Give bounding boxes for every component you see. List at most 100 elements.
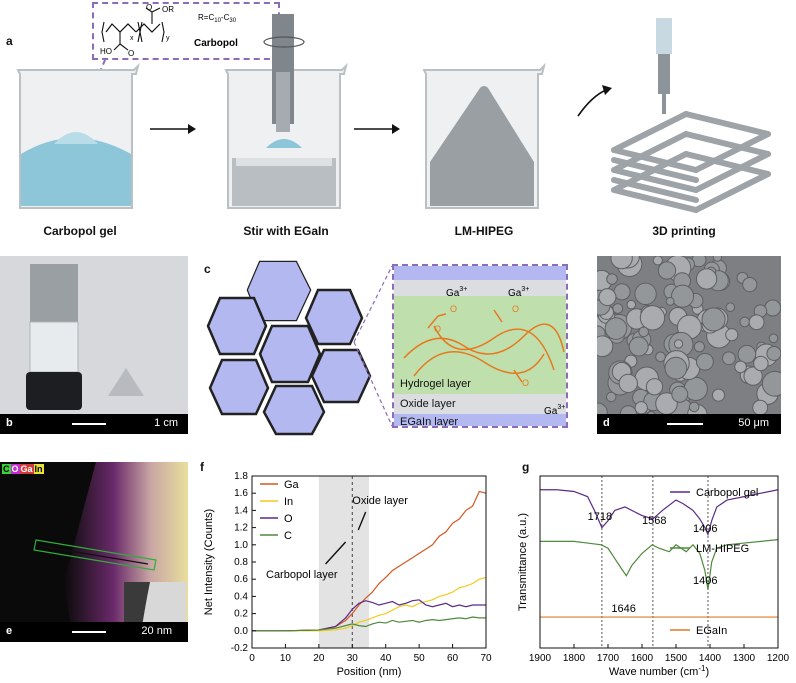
sem-particle bbox=[737, 344, 757, 364]
x-axis-label: Position (nm) bbox=[337, 666, 402, 678]
x-subscript: x bbox=[130, 35, 134, 42]
sem-particle bbox=[712, 256, 723, 262]
x-tick-label: 20 bbox=[313, 653, 325, 664]
panel-d-sem: d 50 μm bbox=[597, 256, 781, 434]
sem-particle bbox=[665, 296, 675, 306]
interface-zoom-box: Ga3+ Ga3+ Ga3+ O O O O Hydrogel layer Ox… bbox=[392, 264, 568, 428]
x-tick-label: 70 bbox=[480, 653, 492, 664]
carbopol-name: Carbopol bbox=[194, 38, 238, 49]
x-tick-label: 1700 bbox=[597, 653, 620, 664]
caption-carbopol-gel: Carbopol gel bbox=[43, 224, 117, 238]
beaker-lm-hipeg bbox=[422, 62, 546, 209]
x-tick-label: 1500 bbox=[665, 653, 688, 664]
sem-particle bbox=[764, 299, 781, 317]
beaker-stir-egain bbox=[224, 14, 348, 209]
series-line-c bbox=[252, 616, 486, 632]
x-tick-label: 1400 bbox=[699, 653, 722, 664]
sem-particle bbox=[722, 351, 736, 366]
sem-particle bbox=[701, 307, 726, 332]
oxide-arrow bbox=[357, 511, 367, 531]
eds-legend: C O Ga In bbox=[2, 464, 44, 474]
sem-particle bbox=[695, 268, 718, 290]
sem-particle bbox=[743, 366, 763, 386]
sem-particle bbox=[725, 328, 739, 342]
droplet-cluster bbox=[206, 260, 372, 436]
hydrogel-band bbox=[394, 296, 566, 394]
legend-label-1: LM-HIPEG bbox=[696, 543, 749, 555]
y-tick-label: 0.2 bbox=[234, 609, 248, 620]
sem-particle bbox=[752, 399, 769, 416]
sem-particle bbox=[673, 339, 684, 349]
sem-particle bbox=[671, 385, 689, 403]
sem-particle bbox=[652, 256, 663, 266]
o-text-top: O bbox=[146, 4, 152, 12]
x-tick-label: 60 bbox=[447, 653, 459, 664]
sem-particle bbox=[734, 360, 747, 374]
y-tick-label: 1.8 bbox=[234, 471, 248, 482]
y-tick-label: 1.0 bbox=[234, 540, 248, 551]
legend-label-ga: Ga bbox=[284, 479, 300, 491]
sem-particle bbox=[693, 341, 705, 353]
o-minus-2: O bbox=[512, 304, 519, 314]
top-egain-band bbox=[394, 266, 566, 280]
sem-particle bbox=[664, 356, 688, 380]
peak-label-1646: 1646 bbox=[611, 603, 635, 615]
panel-e-strip: e 20 nm bbox=[0, 622, 188, 642]
panel-g-chart: 1900 1800 1700 1600 1500 1400 1300 1200 Wave num… bbox=[517, 475, 790, 678]
series-line-in bbox=[252, 576, 487, 632]
sem-particle bbox=[761, 370, 781, 397]
sem-particle bbox=[612, 303, 624, 314]
sem-particle bbox=[766, 345, 781, 361]
legend-label-c: C bbox=[284, 530, 292, 542]
series-line-lm-hipeg bbox=[540, 539, 779, 590]
peak-label-1406-top: 1406 bbox=[693, 523, 717, 535]
legend-label-2: EGaIn bbox=[696, 625, 727, 637]
o-minus-4: O bbox=[522, 378, 529, 388]
panel-b-label: b bbox=[6, 417, 13, 429]
series-line-o bbox=[252, 599, 486, 632]
sem-particle bbox=[739, 316, 750, 328]
egain-band bbox=[394, 414, 566, 426]
top-oxide-band bbox=[394, 280, 566, 296]
sem-particle bbox=[626, 299, 637, 310]
y-tick-label: 1.6 bbox=[234, 488, 248, 499]
printed-lattice bbox=[611, 18, 771, 213]
carbopol-structure-svg: HO O O OR x y R=C10-C30 Carbopol bbox=[100, 3, 238, 58]
sem-particle bbox=[634, 401, 648, 415]
o-minus-1: O bbox=[450, 304, 457, 314]
sem-particle bbox=[597, 335, 614, 358]
ga-label-1: Ga3+ bbox=[446, 286, 467, 299]
eds-map-svg bbox=[33, 462, 188, 642]
beaker-carbopol-gel bbox=[16, 62, 140, 209]
panel-d-scale-text: 50 μm bbox=[738, 417, 769, 429]
panel-g-label: g bbox=[522, 460, 530, 474]
sem-particle bbox=[768, 333, 779, 344]
sem-particle bbox=[638, 326, 649, 338]
y-axis-label: Net Intensity (Counts) bbox=[203, 509, 215, 615]
y-tick-label: 0.8 bbox=[234, 557, 248, 568]
o-minus-3: O bbox=[434, 324, 441, 334]
sem-particle bbox=[645, 378, 664, 396]
panel-a-label: a bbox=[6, 34, 13, 48]
panel-b-strip: b 1 cm bbox=[0, 414, 188, 434]
process-arrow-2 bbox=[354, 124, 400, 134]
eds-legend-c: C bbox=[2, 464, 11, 474]
series-line-ga bbox=[252, 490, 487, 632]
panel-d-strip: d 50 μm bbox=[597, 414, 781, 434]
peak-label-1406-bottom: 1406 bbox=[693, 575, 717, 587]
polymer-chains: Ga3+ Ga3+ Ga3+ O O O O bbox=[403, 286, 565, 417]
legend-label-0: Carbopol gel bbox=[696, 487, 758, 499]
legend-label-in: In bbox=[284, 496, 293, 508]
sem-particle bbox=[634, 282, 657, 306]
panel-e-scale-bar bbox=[72, 631, 106, 633]
legend-label-o: O bbox=[284, 513, 293, 525]
y-axis-label: Transmittance (a.u.) bbox=[517, 513, 529, 611]
panel-d-scale-bar bbox=[667, 423, 703, 425]
panel-d-label: d bbox=[603, 417, 610, 429]
sem-particle bbox=[618, 373, 638, 394]
sem-particle bbox=[639, 305, 666, 331]
panel-f-chart: 0 10 20 30 40 50 60 70 -0.2 0.0 0.2 0.4 0.6 0.8 1.0 1.2… bbox=[203, 471, 492, 678]
ga-label-2: Ga3+ bbox=[508, 286, 529, 299]
x-tick-label: 1800 bbox=[563, 653, 586, 664]
sem-particle bbox=[695, 352, 714, 371]
